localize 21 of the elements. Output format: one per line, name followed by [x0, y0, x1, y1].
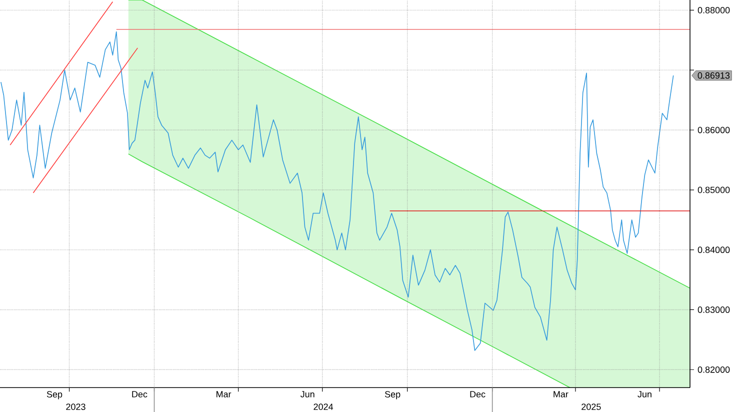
y-tick-label: 0.86000 — [698, 126, 730, 134]
x-tick-label: Jun — [638, 391, 652, 398]
x-tick-label: Dec — [470, 391, 486, 398]
y-tick-label: 0.88000 — [698, 6, 730, 14]
x-tick-label: Dec — [132, 391, 148, 398]
x2-tick-label: 2024 — [314, 404, 334, 410]
x-tick-label: Mar — [554, 391, 568, 398]
x-tick-label: Jun — [300, 391, 314, 398]
x-tick-label: Mar — [216, 391, 232, 398]
y-tick-label: 0.84000 — [698, 246, 730, 254]
y-tick-label: 0.82000 — [698, 366, 730, 373]
line-series — [128, 154, 570, 388]
x2-tick-label: 2025 — [582, 404, 601, 410]
x-tick-label: Sep — [46, 391, 62, 400]
y-tick-label: 0.85000 — [698, 186, 730, 194]
y-tick-label: 0.83000 — [698, 306, 730, 313]
text: 0.86913 — [698, 72, 730, 79]
line-series — [128, 0, 690, 289]
x-tick-label: Sep — [384, 391, 400, 400]
x2-tick-label: 2023 — [66, 404, 86, 410]
line-series — [0, 31, 674, 351]
